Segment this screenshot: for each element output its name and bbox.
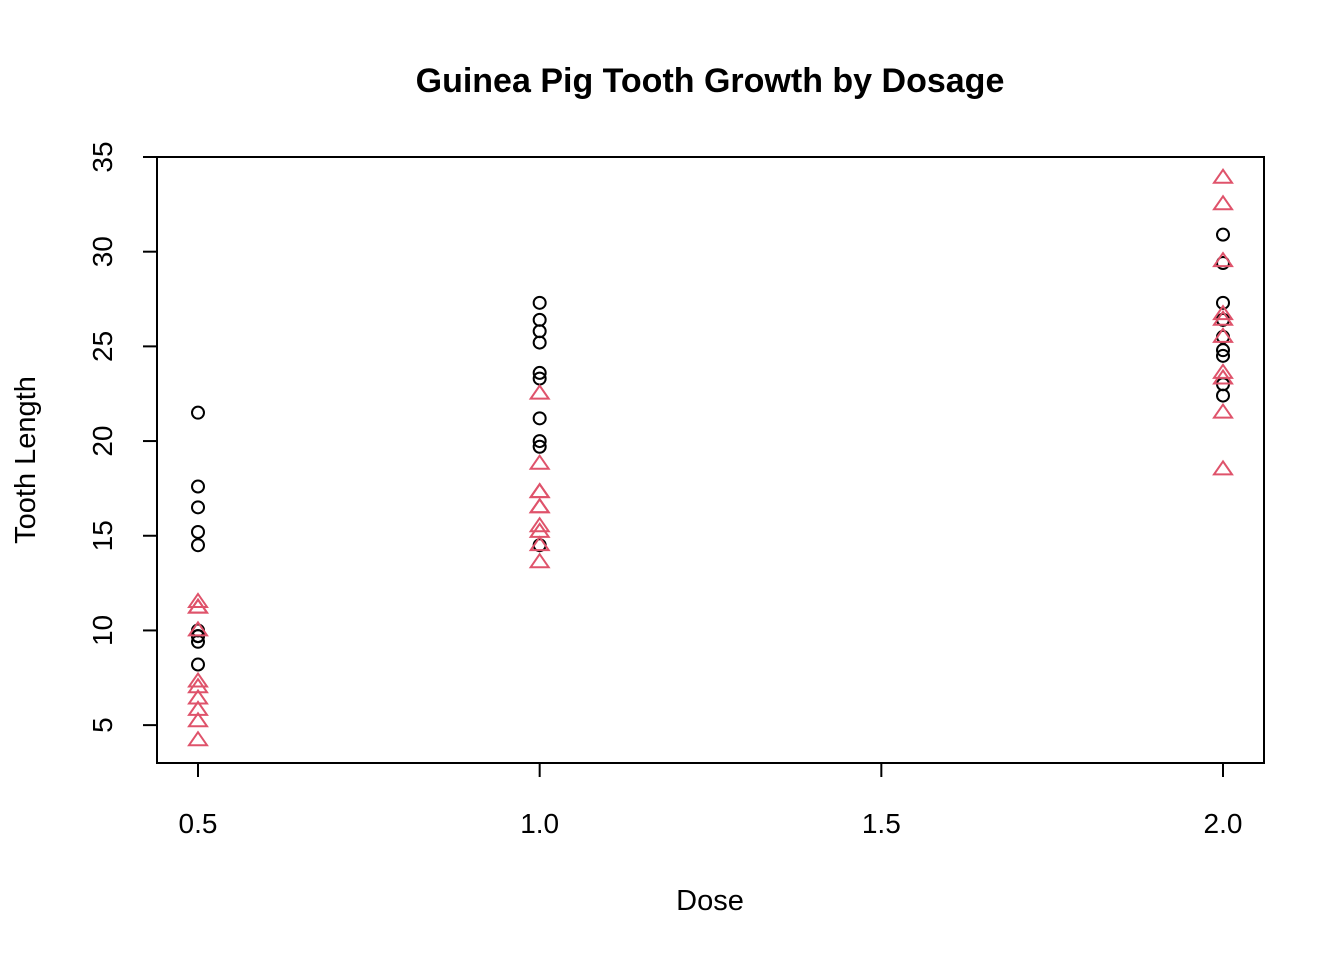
- x-tick-label: 0.5: [179, 808, 218, 839]
- y-axis: 5 10 15 20 25 30 35: [87, 141, 158, 733]
- y-tick-label: 5: [87, 717, 118, 733]
- triangle-point: [187, 620, 209, 637]
- data-points: [187, 168, 1234, 747]
- circle-point: [191, 405, 205, 420]
- triangle-point: [1212, 304, 1234, 321]
- triangle-point: [187, 597, 209, 614]
- y-tick-label: 30: [87, 236, 118, 267]
- triangle-point: [528, 482, 551, 499]
- triangle-point: [1212, 327, 1234, 343]
- triangle-point: [1212, 194, 1234, 211]
- y-tick-label: 35: [87, 141, 118, 172]
- y-tick-label: 25: [87, 331, 118, 362]
- triangle-point: [187, 592, 209, 608]
- triangle-point: [528, 453, 551, 470]
- x-axis-label: Dose: [676, 885, 744, 917]
- triangle-point: [528, 482, 551, 499]
- triangle-point: [1212, 363, 1234, 379]
- triangle-point: [187, 730, 209, 747]
- circle-point: [191, 657, 205, 672]
- y-tick-label: 20: [87, 425, 118, 456]
- triangle-point: [528, 516, 551, 533]
- chart-title: Guinea Pig Tooth Growth by Dosage: [416, 62, 1005, 100]
- circle-point: [191, 524, 205, 539]
- triangle-point: [528, 383, 551, 400]
- circle-point: [1216, 388, 1230, 403]
- circle-point: [532, 411, 547, 426]
- circle-point: [1216, 295, 1230, 310]
- triangle-point: [1212, 251, 1234, 268]
- triangle-point: [528, 497, 551, 514]
- triangle-point: [187, 688, 209, 705]
- circle-point: [1216, 343, 1230, 358]
- x-axis: 0.5 1.0 1.5 2.0: [179, 762, 1243, 839]
- y-tick-label: 15: [87, 520, 118, 551]
- triangle-point: [528, 497, 551, 514]
- circle-point: [191, 479, 205, 494]
- circle-point: [532, 335, 547, 350]
- circle-point: [532, 365, 547, 380]
- triangle-point: [187, 711, 209, 728]
- circle-point: [532, 434, 547, 449]
- x-tick-label: 1.0: [520, 808, 559, 839]
- x-tick-label: 1.5: [862, 808, 901, 839]
- circle-point: [191, 538, 205, 553]
- circle-point: [532, 324, 547, 339]
- triangle-point: [528, 535, 551, 552]
- circle-point: [191, 500, 205, 515]
- triangle-point: [528, 552, 551, 569]
- circle-point: [1216, 227, 1230, 242]
- plot-frame: [156, 156, 1265, 764]
- triangle-point: [187, 671, 209, 688]
- y-tick-label: 10: [87, 615, 118, 646]
- triangle-point: [1212, 168, 1234, 184]
- triangle-point: [187, 677, 209, 694]
- triangle-point: [1212, 459, 1234, 476]
- circle-point: [532, 295, 547, 310]
- triangle-point: [1212, 368, 1234, 385]
- x-tick-label: 2.0: [1204, 808, 1243, 839]
- circle-point: [532, 312, 547, 327]
- circle-point: [1216, 348, 1230, 363]
- circle-point: [532, 439, 547, 454]
- triangle-point: [1212, 402, 1234, 419]
- y-axis-label: Tooth Length: [10, 376, 42, 544]
